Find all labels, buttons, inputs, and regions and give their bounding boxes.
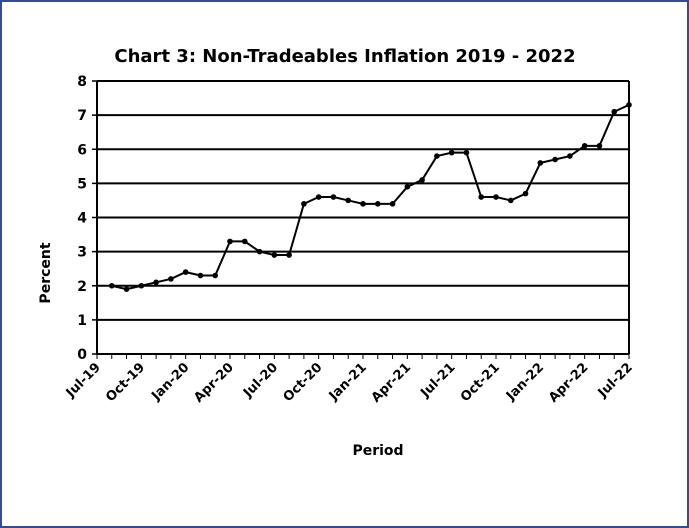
y-tick-label: 3 [77, 245, 87, 261]
point [315, 194, 322, 200]
point [374, 201, 381, 207]
y-tick-label: 6 [77, 142, 87, 158]
point [478, 194, 485, 200]
point [463, 149, 470, 156]
point [611, 108, 618, 115]
point [581, 143, 588, 149]
y-tick-label: 0 [77, 347, 87, 363]
point [552, 156, 558, 163]
point [330, 194, 337, 200]
y-tick-label: 7 [77, 108, 87, 124]
y-tick-label: 4 [77, 211, 87, 227]
point [345, 197, 352, 204]
point [596, 143, 603, 149]
point [360, 201, 366, 207]
point [153, 279, 159, 286]
y-tick-label: 1 [77, 313, 87, 329]
point [522, 190, 529, 197]
point [108, 282, 115, 289]
point [197, 272, 204, 279]
point [286, 252, 292, 258]
point [567, 153, 573, 159]
point [434, 153, 440, 159]
point [168, 276, 174, 282]
y-tick-label: 5 [77, 176, 87, 192]
y-tick-label: 8 [77, 74, 87, 90]
point [182, 269, 189, 275]
point [138, 282, 145, 289]
point [212, 272, 219, 279]
point [493, 194, 499, 200]
point [301, 201, 307, 207]
point [256, 248, 263, 255]
point [227, 238, 233, 245]
chart-title: Chart 3: Non-Tradeables Inflation 2019 -… [114, 46, 575, 67]
point [537, 160, 544, 166]
y-axis-label: Percent [38, 242, 54, 303]
x-axis-label: Period [352, 443, 403, 459]
point [507, 197, 514, 204]
point [404, 183, 411, 190]
point [419, 177, 425, 183]
point [626, 102, 632, 108]
point [241, 238, 248, 245]
point [389, 201, 396, 207]
y-tick-label: 2 [77, 279, 87, 295]
point [271, 252, 278, 258]
point [448, 149, 455, 156]
point [123, 286, 130, 292]
